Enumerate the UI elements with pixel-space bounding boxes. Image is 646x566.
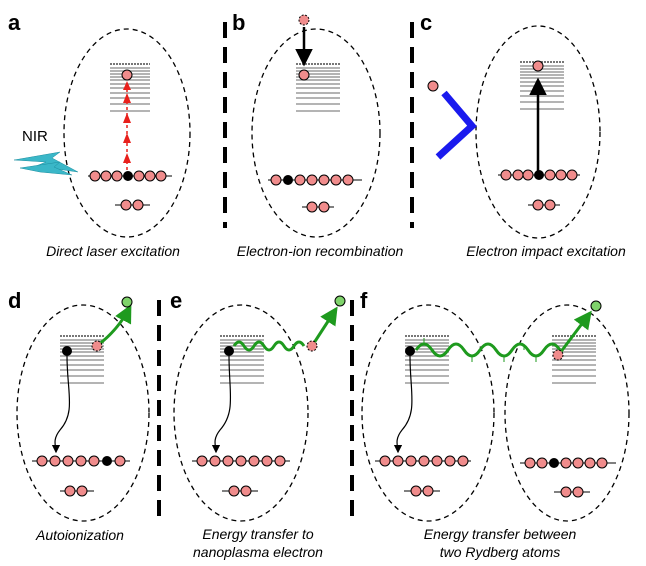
rydberg-levels: [220, 335, 264, 384]
inner-shell: [115, 199, 150, 211]
caption-c: Electron impact excitation: [466, 243, 626, 259]
panel-label-a: a: [8, 10, 21, 35]
nir-label: NIR: [22, 128, 48, 145]
free-electron: [298, 14, 310, 26]
hole: [534, 170, 544, 180]
panel-e: e Energy transfer to nanoplasma electron: [170, 288, 346, 560]
panel-label-c: c: [420, 10, 432, 35]
panel-label-e: e: [170, 288, 182, 313]
atom-outline: [63, 28, 191, 238]
atom-outline-right: [504, 304, 630, 522]
electron-scatter-path: [435, 90, 477, 160]
rydberg-electron-decaying: [224, 346, 234, 356]
rydberg-levels: [110, 63, 150, 112]
ground-state-left: [375, 455, 471, 467]
dipole-tick-marks: [423, 338, 537, 362]
atom-outline-left: [361, 304, 495, 522]
panel-dividers: [157, 22, 414, 522]
emitted-electron: [121, 296, 133, 308]
caption-f-line1: Energy transfer between: [424, 526, 577, 542]
nir-pulse-icon: [13, 151, 79, 176]
emitted-electron: [334, 295, 346, 307]
hole: [549, 458, 559, 468]
panel-a: a NIR: [8, 10, 191, 259]
panel-label-f: f: [360, 288, 368, 313]
rydberg-electron-decaying: [62, 346, 72, 356]
panel-c: c Electron impact excitation: [420, 10, 626, 259]
inner-shell: [222, 485, 258, 497]
rydberg-electron-decaying: [405, 346, 415, 356]
ionization-arrow: [310, 306, 338, 347]
rydberg-electron: [91, 340, 103, 352]
inner-shell-left: [404, 485, 440, 497]
panel-b: b Electron-ion recombination: [232, 10, 403, 259]
ground-state: [192, 455, 290, 467]
ionization-arrow: [558, 310, 592, 354]
decay-arrow: [393, 355, 413, 454]
hole: [123, 171, 133, 181]
energy-transfer-wave: [232, 340, 306, 352]
caption-a: Direct laser excitation: [46, 243, 180, 259]
autoionization-arrow: [97, 304, 132, 347]
ground-state: [498, 169, 580, 181]
emitted-electron: [590, 300, 602, 312]
inner-shell-right: [554, 486, 590, 498]
ground-state: [88, 170, 172, 182]
caption-e-line2: nanoplasma electron: [193, 544, 323, 560]
caption-d: Autoionization: [35, 527, 124, 543]
decay-arrow: [211, 355, 232, 454]
incident-electron: [427, 80, 439, 92]
decay-arrow: [51, 355, 71, 454]
rydberg-levels-left: [405, 335, 449, 384]
atom-outline: [251, 28, 381, 238]
atom-outline: [475, 25, 601, 239]
caption-b: Electron-ion recombination: [237, 243, 404, 259]
panel-f: f: [360, 288, 630, 560]
rydberg-electron-right: [552, 349, 564, 361]
ground-state: [32, 455, 130, 467]
ground-state-right: [520, 457, 616, 469]
inner-shell: [60, 485, 94, 497]
hole: [283, 175, 293, 185]
excited-electron: [532, 60, 544, 72]
panel-label-b: b: [232, 10, 245, 35]
inner-shell: [302, 201, 334, 213]
excited-electron: [121, 69, 133, 81]
ground-state: [268, 174, 362, 186]
caption-e-line1: Energy transfer to: [202, 526, 313, 542]
atom-outline: [173, 304, 309, 522]
caption-f-line2: two Rydberg atoms: [440, 544, 561, 560]
captured-electron: [298, 69, 310, 81]
laser-arrowheads: [123, 81, 131, 163]
hole: [102, 456, 112, 466]
inner-shell: [528, 199, 560, 211]
atom-outline: [16, 304, 150, 522]
nanoplasma-electron: [306, 340, 318, 352]
panel-d: d Autoionization: [8, 288, 150, 543]
panel-label-d: d: [8, 288, 21, 313]
